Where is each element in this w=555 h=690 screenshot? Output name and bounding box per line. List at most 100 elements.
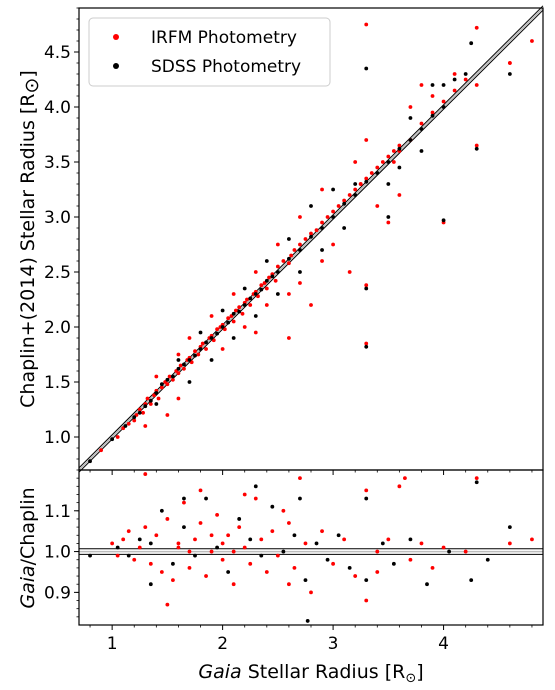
irfm-point [275, 264, 280, 269]
sdss-point [325, 557, 330, 562]
irfm-point [289, 253, 294, 258]
irfm-point [314, 228, 319, 233]
sdss-point [148, 541, 153, 546]
irfm-point [530, 39, 534, 43]
y-tick-label: 3.0 [44, 208, 71, 228]
sdss-point [176, 366, 181, 371]
sdss-point [220, 325, 225, 329]
irfm-point [298, 242, 302, 247]
irfm-point [320, 220, 324, 225]
irfm-point [176, 352, 181, 357]
sdss-point [253, 314, 258, 318]
bottom-y-axis-label: Gaia/Chaplin [17, 487, 39, 608]
sdss-point [226, 320, 231, 325]
x-tick-label: 4 [438, 634, 449, 654]
irfm-point [273, 278, 278, 283]
sdss-point [143, 404, 148, 409]
sdss-point [226, 570, 231, 574]
sdss-point [320, 248, 324, 252]
sdss-point [331, 187, 335, 192]
irfm-point [156, 396, 161, 401]
irfm-point [364, 176, 369, 181]
irfm-point [171, 377, 175, 382]
irfm-point [298, 281, 302, 285]
sdss-point [248, 537, 253, 542]
irfm-point [530, 537, 534, 542]
irfm-point [397, 193, 402, 197]
irfm-point [242, 492, 247, 497]
irfm-point [474, 25, 479, 30]
irfm-point [159, 385, 164, 390]
sdss-point [88, 459, 92, 464]
irfm-point [320, 187, 324, 192]
sdss-point [386, 160, 391, 164]
irfm-point [336, 204, 341, 208]
irfm-point [303, 237, 308, 241]
sdss-point [242, 286, 247, 291]
irfm-point [115, 435, 120, 439]
irfm-point [408, 105, 413, 109]
sdss-point [353, 193, 358, 197]
sdss-point [298, 248, 302, 252]
irfm-point [126, 421, 131, 426]
irfm-point [347, 193, 352, 197]
irfm-point [287, 521, 291, 525]
irfm-point [320, 259, 324, 263]
irfm-point [275, 242, 280, 247]
sdss-point [231, 311, 236, 316]
sdss-point [176, 358, 181, 362]
irfm-point [231, 292, 236, 296]
sdss-point [305, 619, 310, 623]
sdss-point [281, 549, 286, 554]
irfm-point [193, 349, 197, 354]
irfm-point [121, 537, 126, 542]
sdss-point [303, 578, 308, 583]
sdss-point [408, 116, 413, 120]
irfm-point [187, 549, 192, 554]
irfm-point [391, 149, 396, 153]
irfm-point [270, 529, 275, 534]
sdss-point [270, 274, 275, 279]
irfm-point [99, 448, 103, 453]
sdss-point [485, 557, 490, 562]
irfm-point [441, 99, 446, 104]
irfm-point [165, 602, 170, 607]
irfm-point [364, 341, 369, 346]
irfm-point [248, 561, 253, 566]
irfm-point [364, 283, 369, 288]
irfm-point [309, 303, 313, 307]
irfm-point [369, 171, 374, 175]
legend-irfm-marker [113, 34, 119, 40]
sdss-point [298, 496, 302, 501]
sdss-point [463, 72, 468, 76]
irfm-point [167, 374, 172, 379]
irfm-point [386, 154, 391, 159]
irfm-point [187, 336, 192, 340]
irfm-point [200, 341, 205, 346]
irfm-point [132, 418, 137, 423]
irfm-point [143, 472, 148, 476]
irfm-point [171, 578, 175, 583]
sdss-point [204, 496, 208, 501]
sdss-point [123, 424, 128, 428]
sdss-point [248, 296, 253, 301]
irfm-point [353, 574, 358, 578]
sdss-point [364, 496, 369, 501]
irfm-point [403, 476, 407, 481]
sdss-point [220, 308, 225, 313]
sdss-point [364, 344, 369, 349]
irfm-point [287, 292, 291, 296]
sdss-point [441, 105, 446, 109]
sdss-point [364, 179, 369, 184]
irfm-point [264, 286, 269, 291]
irfm-point [242, 545, 247, 550]
irfm-point [231, 549, 236, 554]
irfm-point [287, 261, 291, 266]
sdss-point [452, 77, 457, 82]
irfm-point [364, 138, 369, 142]
sdss-point [215, 545, 219, 550]
y-tick-label: 1.0 [44, 543, 71, 563]
irfm-point [364, 22, 369, 27]
irfm-point [132, 557, 137, 562]
irfm-point [408, 557, 413, 562]
